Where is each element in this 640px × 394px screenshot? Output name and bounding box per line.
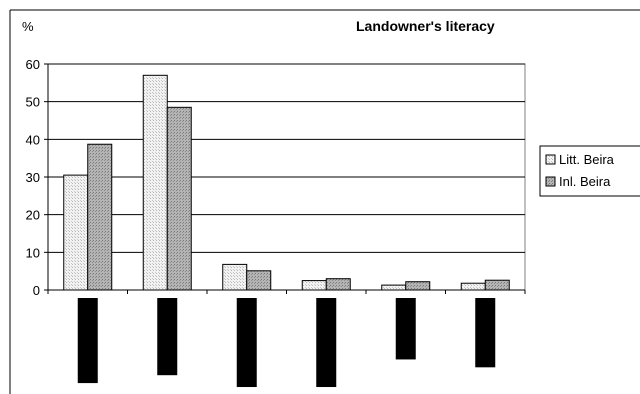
bar-litt-beira — [142, 74, 168, 291]
legend-swatch — [545, 176, 556, 187]
bar-litt-beira — [381, 284, 407, 291]
y-tick-label: 10 — [26, 245, 40, 260]
y-tick-label: 20 — [26, 208, 40, 223]
legend: Litt. Beira Inl. Beira — [539, 145, 640, 197]
bar-inl-beira — [484, 279, 510, 291]
category-label-redaction — [77, 298, 98, 384]
legend-swatch — [545, 154, 556, 165]
bar-litt-beira — [63, 174, 89, 291]
category-label-redaction — [395, 298, 416, 360]
bar-inl-beira — [405, 281, 431, 291]
category-label-redaction — [157, 298, 178, 376]
bar-inl-beira — [325, 278, 351, 291]
y-axis-ticks: 0 10 20 30 40 50 60 — [26, 57, 48, 298]
y-tick-label: 50 — [26, 95, 40, 110]
category-label-redactions — [77, 298, 496, 388]
y-tick-label: 0 — [33, 283, 40, 298]
bar-inl-beira — [166, 106, 192, 291]
legend-label: Litt. Beira — [559, 152, 615, 167]
bar-inl-beira — [246, 270, 272, 291]
category-label-redaction — [475, 298, 496, 368]
chart-title: Landowner's literacy — [356, 18, 495, 34]
legend-label: Inl. Beira — [559, 174, 611, 189]
bar-inl-beira — [87, 143, 113, 291]
plot-area — [47, 63, 526, 294]
legend-box — [539, 145, 640, 197]
bar-litt-beira — [301, 280, 327, 291]
y-tick-label: 60 — [26, 57, 40, 72]
category-label-redaction — [316, 298, 337, 388]
bars — [63, 74, 510, 291]
y-tick-label: 40 — [26, 132, 40, 147]
y-axis-label: % — [22, 19, 34, 34]
category-label-redaction — [236, 298, 257, 388]
bar-litt-beira — [222, 263, 248, 291]
y-tick-label: 30 — [26, 170, 40, 185]
bar-litt-beira — [460, 282, 486, 291]
